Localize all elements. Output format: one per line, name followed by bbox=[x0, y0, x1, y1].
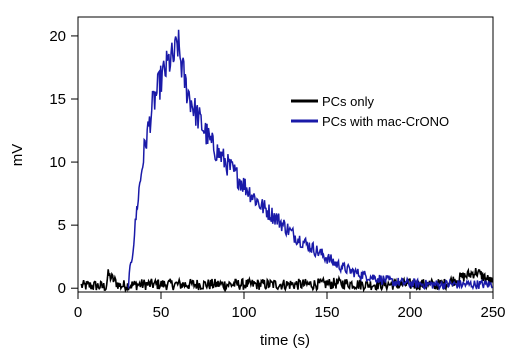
ticks-layer: 0 50 100 150 200 250 0 5 10 15 20 bbox=[49, 28, 505, 321]
series-line-1 bbox=[127, 29, 493, 292]
x-tick-label-0: 0 bbox=[74, 304, 82, 321]
x-tick-label-3: 150 bbox=[314, 304, 339, 321]
y-tick-label-0: 0 bbox=[58, 280, 66, 297]
y-tick-label-4: 20 bbox=[49, 28, 66, 45]
x-axis-label: time (s) bbox=[260, 332, 310, 349]
x-tick-label-4: 200 bbox=[397, 304, 422, 321]
legend: PCs only PCs with mac-CrONO bbox=[291, 94, 449, 129]
plot-frame bbox=[77, 16, 494, 293]
series-0 bbox=[80, 267, 494, 294]
x-tick-label-1: 50 bbox=[153, 304, 170, 321]
series-line-0 bbox=[80, 267, 494, 294]
series-layer bbox=[80, 29, 494, 294]
x-tick-label-5: 250 bbox=[480, 304, 505, 321]
series-1 bbox=[127, 29, 493, 292]
y-tick-label-1: 5 bbox=[58, 217, 66, 234]
legend-label-pcs-with-mac-crono: PCs with mac-CrONO bbox=[322, 114, 449, 129]
y-axis-label: mV bbox=[9, 144, 26, 167]
legend-label-pcs-only: PCs only bbox=[322, 94, 375, 109]
y-tick-label-2: 10 bbox=[49, 154, 66, 171]
y-tick-label-3: 15 bbox=[49, 91, 66, 108]
x-tick-label-2: 100 bbox=[231, 304, 256, 321]
